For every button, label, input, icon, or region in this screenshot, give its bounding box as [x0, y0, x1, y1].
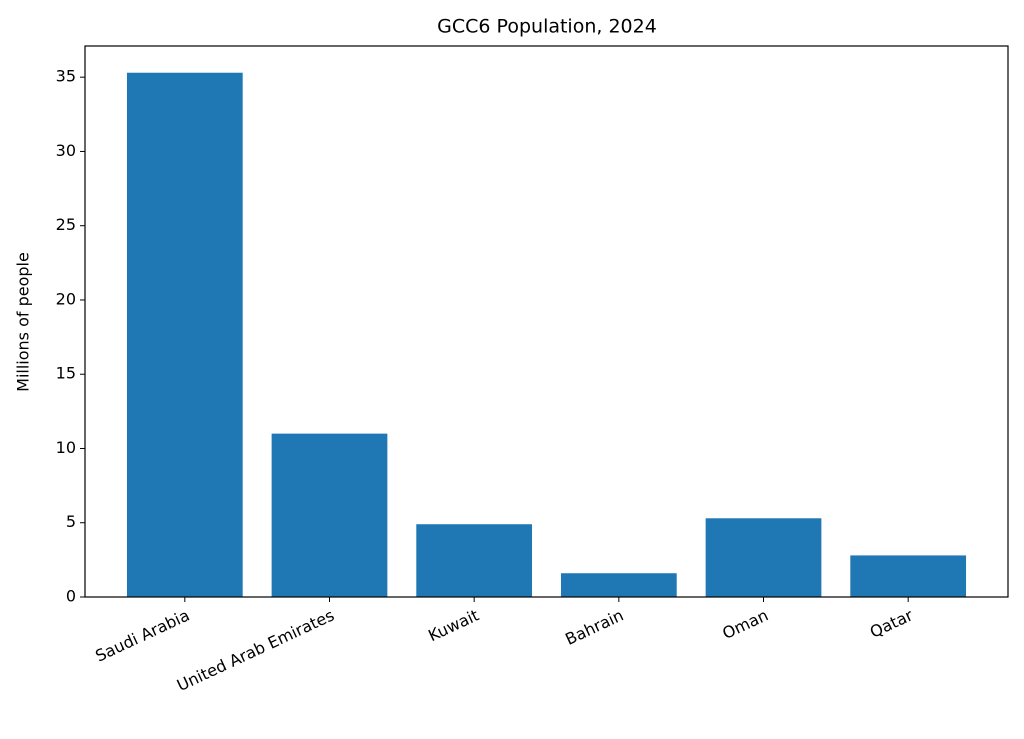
x-tick-label: United Arab Emirates: [174, 605, 337, 695]
y-tick-label: 35: [56, 67, 76, 86]
x-tick-label: Oman: [719, 605, 771, 643]
bar: [126, 72, 243, 597]
y-tick-label: 30: [56, 141, 76, 160]
bar: [850, 555, 967, 597]
chart-title: GCC6 Population, 2024: [437, 16, 657, 38]
x-tick-label: Kuwait: [425, 605, 481, 645]
y-tick-label: 0: [66, 587, 76, 606]
bar: [560, 573, 677, 597]
x-tick-label: Saudi Arabia: [92, 605, 192, 665]
y-axis-label: Millions of people: [14, 252, 33, 392]
x-tick-label: Bahrain: [562, 605, 626, 648]
bar: [271, 433, 388, 597]
y-tick-label: 15: [56, 364, 76, 383]
plot-frame: [84, 45, 1009, 598]
y-tick-label: 5: [66, 512, 76, 531]
bar: [705, 518, 822, 597]
bar: [416, 524, 533, 597]
y-tick-label: 20: [56, 289, 76, 308]
x-tick-label: Qatar: [867, 605, 916, 641]
y-tick-label: 10: [56, 438, 76, 457]
y-tick-label: 25: [56, 215, 76, 234]
